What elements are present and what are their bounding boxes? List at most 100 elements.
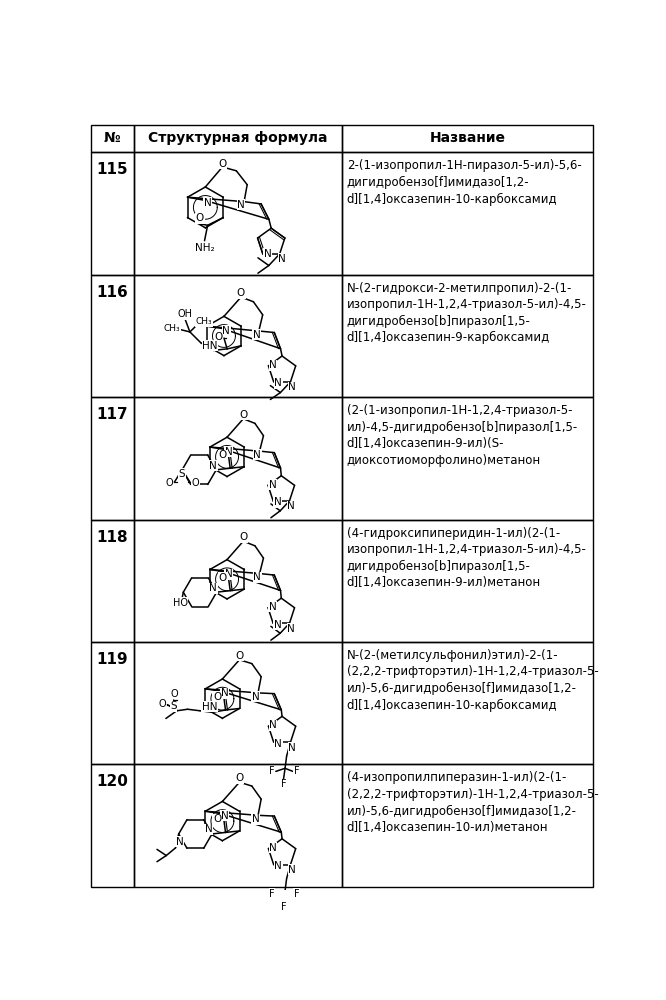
Text: N: N [288,865,296,875]
Text: 120: 120 [97,774,129,790]
Text: NH₂: NH₂ [194,243,214,253]
Text: N: N [204,198,212,208]
Text: N: N [274,861,282,871]
Text: O: O [213,692,221,702]
Text: OH: OH [178,309,192,319]
Bar [342,152,593,275]
Text: O: O [218,573,226,583]
Text: F: F [294,766,300,776]
Text: (4-изопропилпиперазин-1-ил)(2-(1-
(2,2,2-трифторэтил)-1Н-1,2,4-триазол-5-
ил)-5,: (4-изопропилпиперазин-1-ил)(2-(1- (2,2,2… [347,771,599,834]
Text: (4-гидроксипиперидин-1-ил)(2-(1-
изопропил-1Н-1,2,4-триазол-5-ил)-4,5-
дигидробе: (4-гидроксипиперидин-1-ил)(2-(1- изопроп… [347,527,587,589]
Text: N: N [252,814,260,824]
Bar [342,397,593,520]
Bar [91,520,134,642]
Text: N: N [288,743,296,753]
Bar [91,152,134,275]
Text: N: N [287,624,295,634]
Text: N: N [274,378,282,388]
Text: 118: 118 [97,530,128,545]
Text: Структурная формула: Структурная формула [148,131,328,145]
Text: N: N [287,501,295,511]
Text: HO: HO [172,598,188,608]
Text: N-(2-(метилсульфонил)этил)-2-(1-
(2,2,2-трифторэтил)-1Н-1,2,4-триазол-5-
ил)-5,6: N-(2-(метилсульфонил)этил)-2-(1- (2,2,2-… [347,649,599,712]
Text: N: N [274,497,282,507]
Text: N: N [269,602,276,612]
Text: 116: 116 [97,285,129,300]
Bar [134,520,342,642]
Text: N: N [237,200,245,210]
Bar [91,642,134,764]
Text: O: O [159,699,166,709]
Text: N: N [252,330,260,340]
Text: N: N [264,249,271,259]
Bar [134,642,342,764]
Bar [134,275,342,397]
Text: N: N [224,447,232,457]
Text: N: N [253,572,261,582]
Text: N: N [253,450,261,460]
Text: 119: 119 [97,652,128,667]
Bar [91,397,134,520]
Text: №: № [104,131,121,145]
Text: N: N [209,583,217,593]
Text: N: N [224,569,232,579]
Bar [91,275,134,397]
Text: O: O [196,213,204,223]
Text: O: O [239,532,248,542]
Text: O: O [192,478,199,488]
Bar [134,397,342,520]
Text: N: N [269,360,277,370]
Text: O: O [239,410,248,420]
Text: N: N [209,461,217,471]
Text: O: O [170,689,178,699]
Bar [342,520,593,642]
Text: O: O [165,478,172,488]
Text: O: O [218,450,226,460]
Text: N: N [220,811,228,821]
Text: 117: 117 [97,407,128,422]
Bar [134,125,342,152]
Text: O: O [218,159,226,169]
Bar [91,125,134,152]
Text: N-(2-гидрокси-2-метилпропил)-2-(1-
изопропил-1Н-1,2,4-триазол-5-ил)-4,5-
дигидро: N-(2-гидрокси-2-метилпропил)-2-(1- изопр… [347,282,587,344]
Text: (2-(1-изопропил-1Н-1,2,4-триазол-5-
ил)-4,5-дигидробензо[b]пиразол[1,5-
d][1,4]о: (2-(1-изопропил-1Н-1,2,4-триазол-5- ил)-… [347,404,578,467]
Bar [342,125,593,152]
Text: 115: 115 [97,162,128,177]
Text: N: N [252,692,260,702]
Text: CH₃: CH₃ [196,317,212,326]
Text: F: F [294,889,300,899]
Text: O: O [237,288,245,298]
Bar [342,275,593,397]
Text: O: O [214,332,222,342]
Text: F: F [269,766,274,776]
Text: HN: HN [202,341,218,351]
Text: N: N [220,688,228,698]
Bar [91,764,134,887]
Text: O: O [235,773,244,783]
Bar [342,642,593,764]
Text: N: N [274,739,282,749]
Text: N: N [204,824,212,834]
Text: N: N [269,720,277,730]
Bar [134,152,342,275]
Bar [134,764,342,887]
Text: F: F [269,889,274,899]
Text: F: F [280,779,286,789]
Text: N: N [274,620,282,630]
Text: S: S [179,469,185,479]
Text: S: S [170,701,177,711]
Text: Название: Название [430,131,505,145]
Text: 2-(1-изопропил-1Н-пиразол-5-ил)-5,6-
дигидробензо[f]имидазо[1,2-
d][1,4]оксазепи: 2-(1-изопропил-1Н-пиразол-5-ил)-5,6- диг… [347,159,581,206]
Text: N: N [269,480,276,490]
Text: N: N [269,843,277,853]
Text: N: N [222,326,230,336]
Text: O: O [235,651,244,661]
Text: N: N [176,837,183,847]
Text: CH₃: CH₃ [164,324,180,333]
Bar [342,764,593,887]
Text: N: N [288,382,296,392]
Text: N: N [278,254,286,264]
Text: O: O [213,814,221,824]
Text: F: F [280,902,286,912]
Text: HN: HN [202,702,217,712]
